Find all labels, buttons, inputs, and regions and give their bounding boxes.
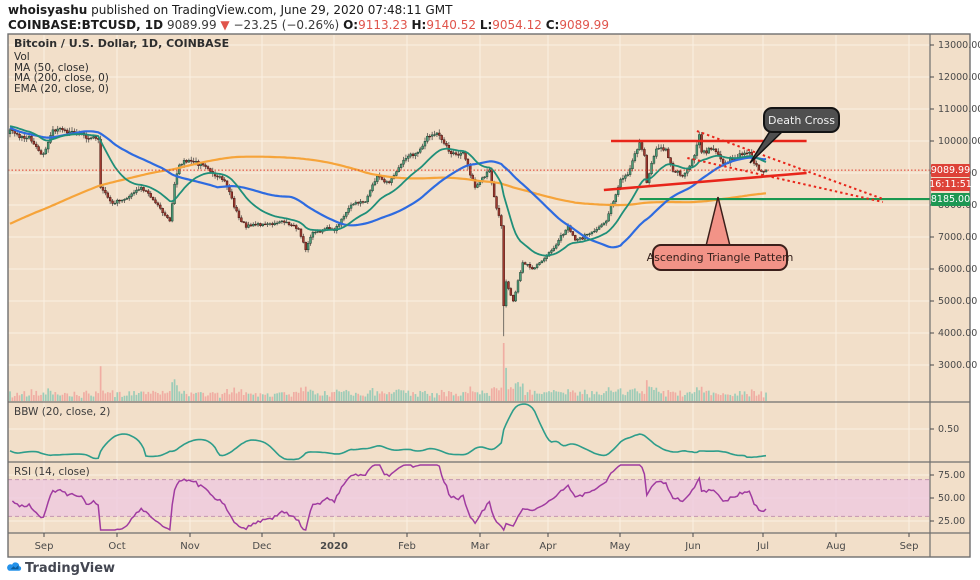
ascending-trendline xyxy=(603,171,807,192)
time-tick-label: Feb xyxy=(398,541,416,552)
time-tick-label: 2020 xyxy=(320,541,348,552)
time-tick-label: Aug xyxy=(826,541,846,552)
low-label: L: xyxy=(479,18,493,32)
price-tick-label: 25.00 xyxy=(938,516,965,527)
price-tick-label: 11000.00 xyxy=(938,104,980,115)
level-price-badge: 8185.00 xyxy=(930,192,971,206)
price-tick-label: 12000.00 xyxy=(938,72,980,83)
time-axis[interactable]: Sep Oct Nov Dec 2020 Feb Mar Apr May Jun Jul Aug Sep xyxy=(35,533,919,552)
time-tick-label: Apr xyxy=(539,541,557,552)
author-name: whoisyashu xyxy=(8,3,88,17)
symbol-status-line: COINBASE:BTCUSD, 1D 9089.99 ▼ −23.25 (−0… xyxy=(8,18,609,32)
price-tick-label: 7000.00 xyxy=(938,232,977,243)
open-value: 9113.23 xyxy=(358,18,408,32)
drawings-layer xyxy=(8,127,930,247)
legend-item-vol[interactable]: Vol xyxy=(14,51,30,63)
price-tick-label: 10000.00 xyxy=(938,136,980,147)
last-price: 9089.99 xyxy=(166,18,217,32)
ma200-line xyxy=(9,155,767,225)
ema20-line xyxy=(9,125,767,257)
volume-layer xyxy=(9,343,767,401)
projection-dotted-line-2 xyxy=(687,157,884,203)
price-tick-label: 8000.00 xyxy=(938,200,977,211)
price-tick-label: 0.50 xyxy=(938,424,959,435)
rsi-line xyxy=(11,464,767,532)
close-label: C: xyxy=(545,18,560,32)
symbol-name: COINBASE:BTCUSD, 1D xyxy=(8,18,164,32)
bbw-pane xyxy=(9,403,767,461)
bbw-line xyxy=(9,403,767,461)
legend-item-ema20[interactable]: EMA (20, close, 0) xyxy=(14,82,109,95)
ma50-line xyxy=(9,126,767,249)
time-tick-label: Dec xyxy=(252,541,271,552)
bbw-pane-label[interactable]: BBW (20, close, 2) xyxy=(14,406,111,418)
high-label: H: xyxy=(411,18,427,32)
price-tick-label: 3000.00 xyxy=(938,360,977,371)
rsi-pane xyxy=(8,464,930,532)
price-tick-label: 5000.00 xyxy=(938,296,977,307)
time-tick-label: Nov xyxy=(180,541,200,552)
open-label: O: xyxy=(343,18,359,32)
frame-layer xyxy=(7,33,971,558)
bar-countdown-badge: 16:11:51 xyxy=(929,177,972,191)
publish-text: published on TradingView.com, June 29, 2… xyxy=(87,3,453,17)
time-tick-label: Oct xyxy=(108,541,125,552)
main-legend-title[interactable]: Bitcoin / U.S. Dollar, 1D, COINBASE xyxy=(14,37,230,50)
legend-item-ma50[interactable]: MA (50, close) xyxy=(14,61,89,74)
publish-info: whoisyashu published on TradingView.com,… xyxy=(8,3,452,17)
price-tick-label: 50.00 xyxy=(938,493,965,504)
rsi-pane-label[interactable]: RSI (14, close) xyxy=(14,466,90,478)
tradingview-brand-text[interactable]: TradingView xyxy=(25,561,116,576)
time-tick-label: Mar xyxy=(471,541,491,552)
ascending-triangle-callout[interactable]: Ascending Triangle Pattern xyxy=(647,244,793,271)
legend-item-ma200[interactable]: MA (200, close, 0) xyxy=(14,72,109,84)
time-tick-label: Sep xyxy=(35,541,54,552)
time-tick-label: May xyxy=(610,541,631,552)
death-cross-callout[interactable]: Death Cross xyxy=(763,107,840,133)
time-tick-label: Jun xyxy=(684,541,701,552)
current-price-badge: 9089.99 xyxy=(930,164,971,177)
time-tick-label: Sep xyxy=(900,541,919,552)
price-change: −23.25 (−0.26%) xyxy=(233,18,340,32)
price-tick-label: 75.00 xyxy=(938,470,965,481)
close-value: 9089.99 xyxy=(559,18,609,32)
price-tick-label: 4000.00 xyxy=(938,328,977,339)
price-tick-label: 6000.00 xyxy=(938,264,977,275)
tradingview-logo-icon[interactable] xyxy=(5,559,23,575)
price-axis[interactable]: 13000.0012000.0011000.0010000.009000.008… xyxy=(930,40,980,527)
low-value: 9054.12 xyxy=(492,18,542,32)
price-tick-label: 13000.00 xyxy=(938,40,980,51)
down-arrow-icon: ▼ xyxy=(220,18,230,32)
high-value: 9140.52 xyxy=(426,18,476,32)
time-tick-label: Jul xyxy=(756,541,769,552)
projection-dotted-line-1 xyxy=(696,130,884,200)
